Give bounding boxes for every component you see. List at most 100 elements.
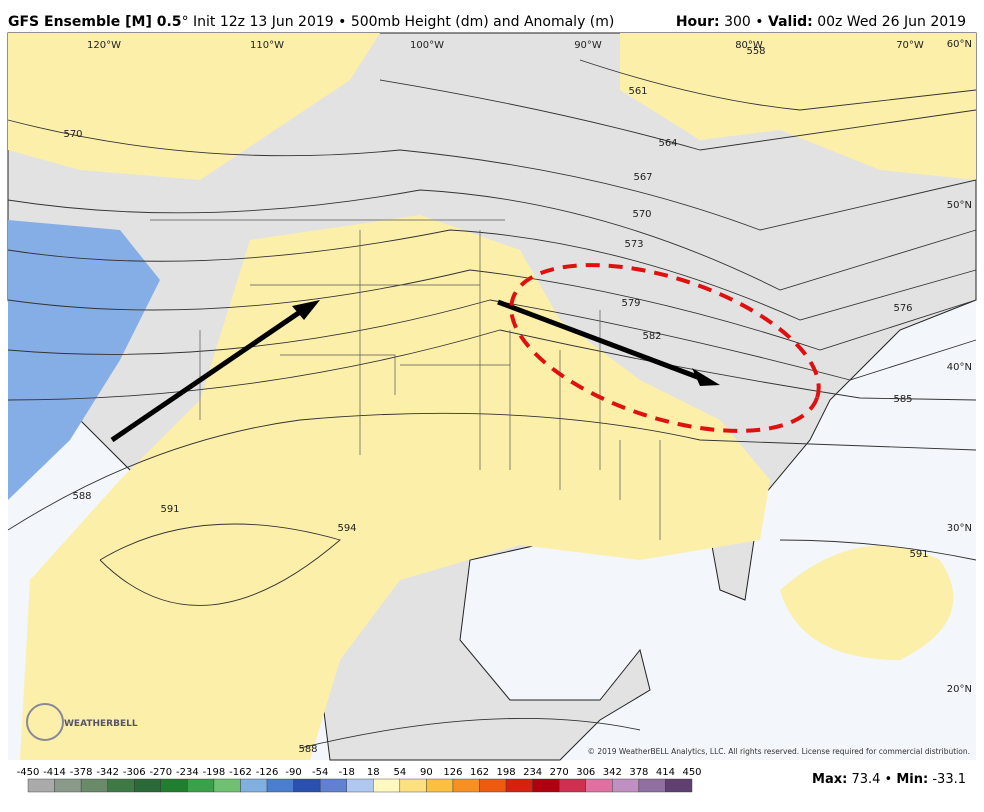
contour-label: 573	[624, 239, 643, 250]
colorbar-tick-label: -234	[176, 767, 199, 778]
contour-label: 579	[621, 298, 640, 309]
contour-label: 564	[658, 138, 677, 149]
copyright: © 2019 WeatherBELL Analytics, LLC. All r…	[588, 747, 970, 756]
longitude-labels: 120°W 110°W 100°W 90°W 80°W 70°W	[87, 40, 924, 51]
min-label: Min:	[896, 772, 928, 787]
longitude-label: 110°W	[250, 40, 284, 51]
colorbar-swatch	[27, 778, 55, 793]
colorbar-swatch	[346, 778, 374, 793]
colorbar-swatch	[665, 778, 693, 793]
map: 120°W 110°W 100°W 90°W 80°W 70°W 60°N 50°N 40°N…	[7, 32, 977, 761]
colorbar-tick-label: -270	[149, 767, 172, 778]
latitude-label: 20°N	[947, 684, 972, 695]
colorbar-tick-label: -18	[339, 767, 355, 778]
title-bold: GFS Ensemble [M] 0.5	[8, 14, 182, 30]
arrowhead-west	[292, 300, 320, 320]
colorbar-swatch	[240, 778, 268, 793]
hour-label: Hour:	[676, 14, 720, 30]
contour-label: 591	[909, 549, 928, 560]
colorbar-swatch	[426, 778, 454, 793]
colorbar-tick-label: 450	[682, 767, 701, 778]
contour-label: 561	[628, 86, 647, 97]
colorbar-swatch	[107, 778, 135, 793]
colorbar-tick-label: -306	[123, 767, 146, 778]
colorbar-swatch	[266, 778, 294, 793]
colorbar-tick-label: -54	[312, 767, 328, 778]
contour-label: 582	[642, 331, 661, 342]
colorbar-tick-label: 162	[470, 767, 489, 778]
colorbar-tick-label: 234	[523, 767, 542, 778]
anomaly-yellow-central	[20, 215, 770, 760]
colorbar-tick-label: 378	[629, 767, 648, 778]
contour-label: 594	[337, 523, 356, 534]
colorbar-tick-label: -450	[17, 767, 40, 778]
colorbar-swatch	[293, 778, 321, 793]
colorbar-swatch	[559, 778, 586, 793]
contour-label: 570	[63, 129, 82, 140]
colorbar-swatch	[505, 778, 533, 793]
colorbar-swatch	[187, 778, 215, 793]
title-rest: ° Init 12z 13 Jun 2019 • 500mb Height (d…	[182, 14, 615, 30]
longitude-label: 100°W	[410, 40, 444, 51]
header-right: Hour: 300 • Valid: 00z Wed 26 Jun 2019	[676, 14, 966, 30]
borders	[150, 219, 661, 540]
min-value: -33.1	[932, 772, 966, 787]
colorbar-swatch	[80, 778, 108, 793]
logo: WEATHERBELL	[64, 719, 138, 729]
header-left: GFS Ensemble [M] 0.5° Init 12z 13 Jun 20…	[8, 14, 614, 30]
colorbar-tick-label: -198	[203, 767, 226, 778]
colorbar-swatch	[213, 778, 241, 793]
contour-label: 567	[633, 172, 652, 183]
colorbar-tick-label: 198	[497, 767, 516, 778]
colorbar-tick-label: 126	[443, 767, 462, 778]
anomaly-yellow-nw	[8, 33, 380, 180]
arrowhead-east	[692, 368, 720, 386]
colorbar-swatch	[612, 778, 640, 793]
colorbar-swatch	[319, 778, 347, 793]
colorbar-swatch	[479, 778, 507, 793]
latitude-label: 60°N	[947, 39, 972, 50]
arrow-east	[497, 299, 701, 381]
colorbar-swatch	[160, 778, 188, 793]
arrow-west	[110, 309, 302, 443]
latitude-label: 40°N	[947, 362, 972, 373]
contour-label: 588	[72, 491, 91, 502]
colorbar-swatch	[638, 778, 666, 793]
colorbar-tick-label: -90	[285, 767, 301, 778]
annotations	[110, 263, 821, 443]
latitude-labels: 60°N 50°N 40°N 30°N 20°N	[947, 39, 972, 695]
anomaly-blue-west	[8, 220, 160, 500]
logo-swirl	[26, 703, 64, 741]
contour-label: 588	[298, 744, 317, 755]
colorbar-tick-label: 306	[576, 767, 595, 778]
contour-label: 570	[632, 209, 651, 220]
longitude-label: 90°W	[574, 40, 602, 51]
colorbar-tick-label: -126	[256, 767, 279, 778]
colorbar-swatch	[452, 778, 480, 793]
longitude-label: 120°W	[87, 40, 121, 51]
max-value: 73.4	[851, 772, 880, 787]
contours	[7, 59, 977, 749]
colorbar: -450 -414 -378 -342 -306 -270 -234 -198 -162 -126…	[17, 767, 702, 793]
colorbar-swatch	[585, 778, 613, 793]
contour-label: 576	[893, 303, 912, 314]
valid-value: 00z Wed 26 Jun 2019	[817, 14, 966, 30]
latitude-label: 50°N	[947, 200, 972, 211]
footer-stats: Max: 73.4 • Min: -33.1	[812, 772, 966, 787]
colorbar-tick-label: -342	[96, 767, 119, 778]
contour-labels: 558 561 564 567 570 570 573 576 579 582 585 588 588 5…	[63, 46, 928, 755]
colorbar-tick-label: -378	[70, 767, 93, 778]
colorbar-tick-label: 54	[393, 767, 406, 778]
hour-value: 300	[724, 14, 751, 30]
separator: •	[755, 14, 763, 30]
colorbar-tick-label: 18	[367, 767, 380, 778]
colorbar-tick-label: -414	[43, 767, 66, 778]
longitude-label: 70°W	[896, 40, 924, 51]
colorbar-swatch	[532, 778, 560, 793]
colorbar-tick-label: 270	[550, 767, 569, 778]
latitude-label: 30°N	[947, 523, 972, 534]
colorbar-tick-label: 90	[420, 767, 433, 778]
colorbar-swatch	[373, 778, 401, 793]
colorbar-swatch	[399, 778, 427, 793]
